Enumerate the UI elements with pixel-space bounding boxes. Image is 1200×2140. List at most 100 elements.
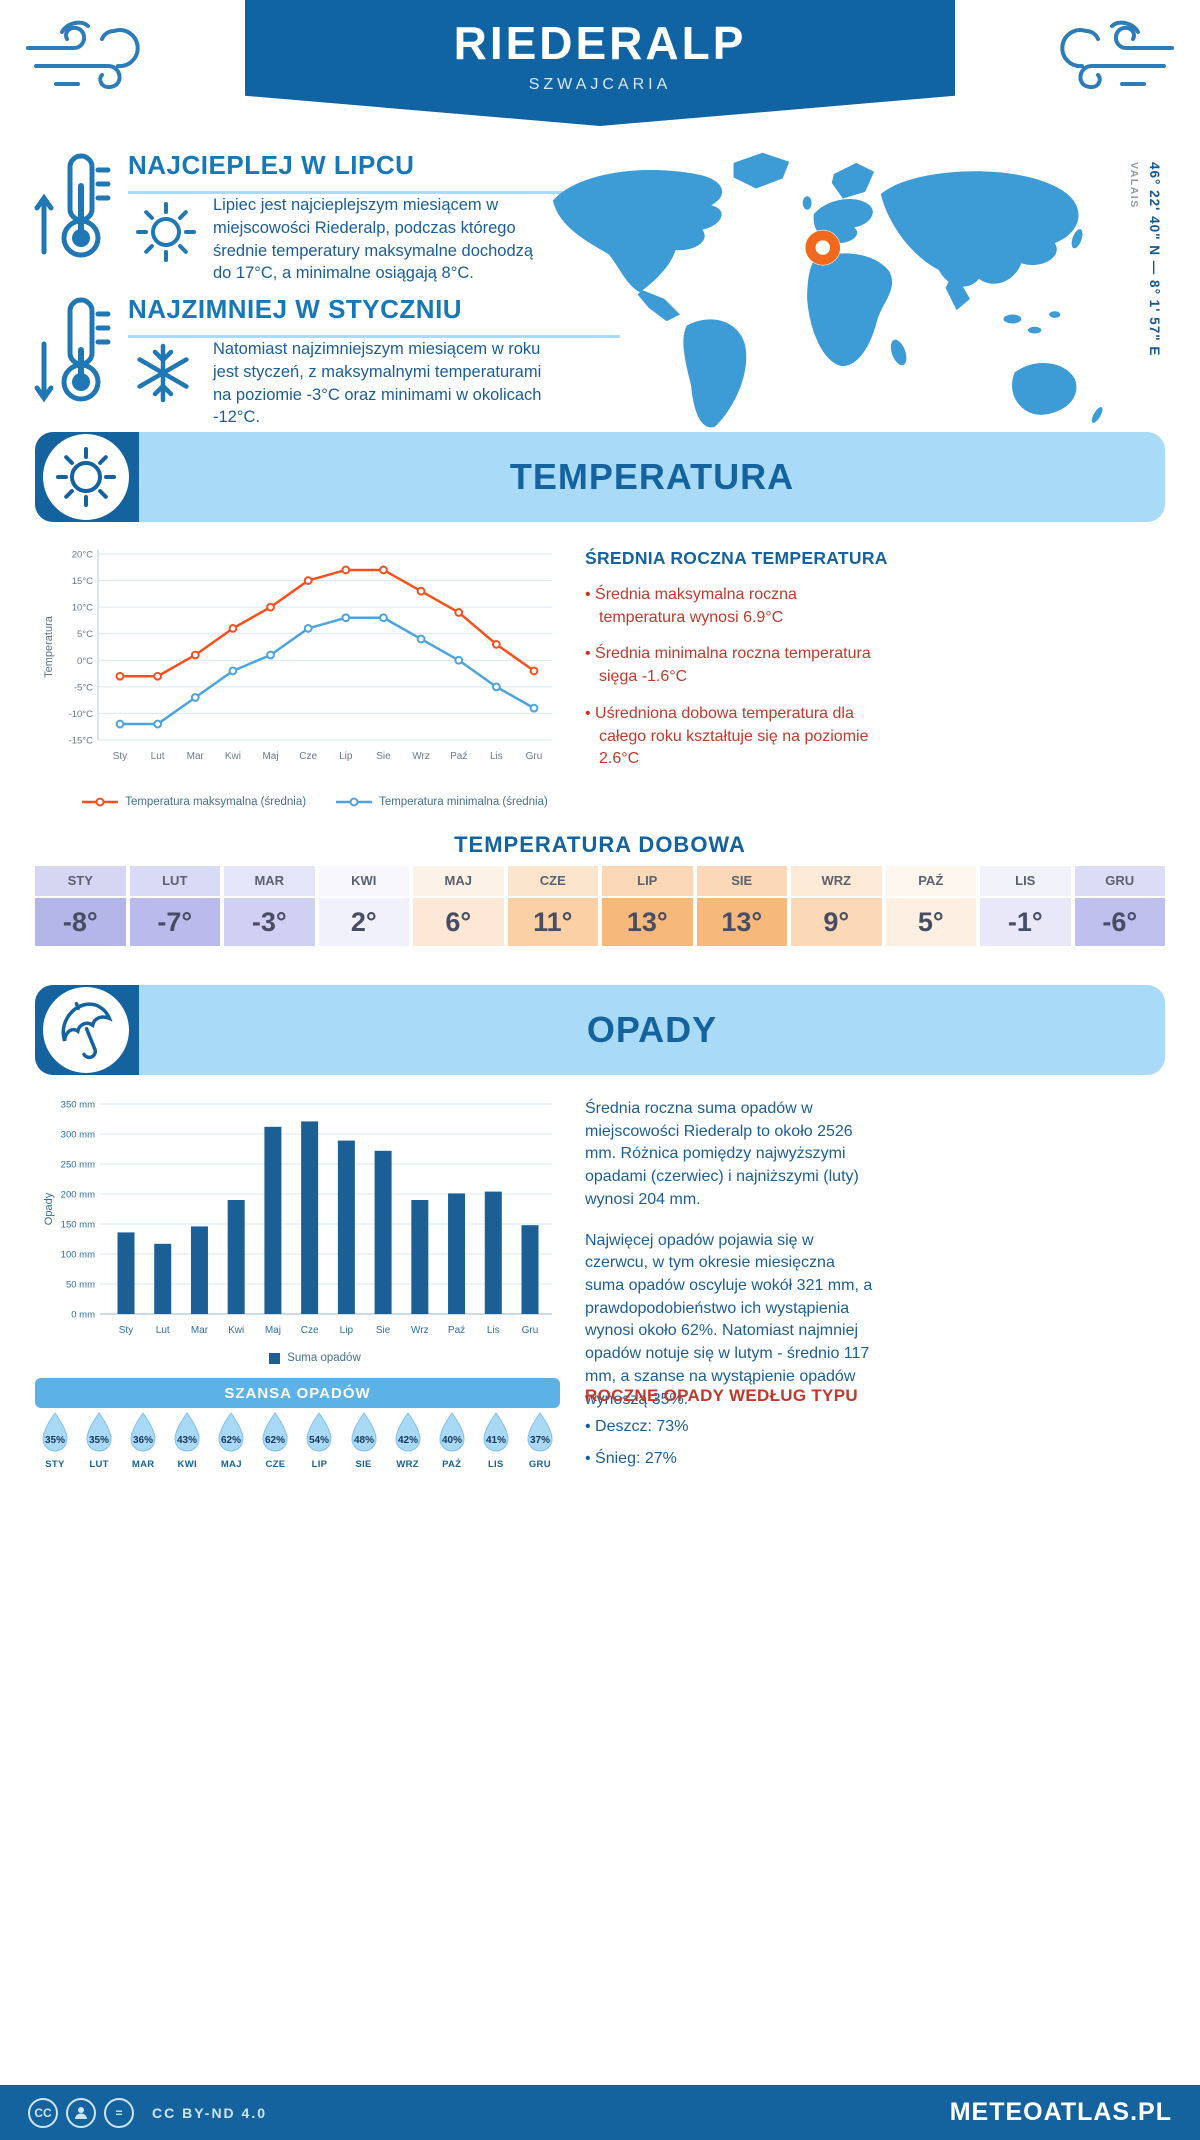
x-tick-label: Gru (526, 751, 543, 762)
x-tick-label: Lis (487, 1325, 500, 1336)
data-point (190, 650, 200, 660)
temperature-section-title: TEMPERATURA (509, 456, 795, 497)
droplet-icon: 41% (483, 1412, 509, 1452)
daily-temp-column: STY -8° (35, 866, 126, 946)
chance-droplet-cell: 35% STY (35, 1412, 75, 1470)
droplet-percent: 41% (486, 1435, 506, 1446)
y-tick-label: -10°C (69, 709, 94, 720)
data-point (115, 719, 125, 729)
legend-line-marker (336, 797, 373, 807)
footer: CC = CC BY-ND 4.0 METEOATLAS.PL (0, 2085, 1200, 2140)
droplet-month: WRZ (396, 1459, 419, 1470)
x-tick-label: Mar (187, 751, 205, 762)
temperature-chart-legend: Temperatura maksymalna (średnia) Temperat… (55, 796, 575, 808)
x-tick-label: Lut (151, 751, 165, 762)
daily-temp-value: 13° (696, 898, 787, 946)
y-tick-label: 100 mm (61, 1250, 95, 1261)
daily-temp-month: STY (35, 866, 126, 896)
chance-droplet-cell: 62% MAJ (211, 1412, 251, 1470)
series-line (120, 616, 535, 726)
droplet-icon: 42% (395, 1412, 421, 1452)
bullet-item: • Średnia maksymalna roczna temperatura … (585, 586, 797, 626)
data-point (416, 586, 426, 596)
daily-temp-value: -6° (1074, 898, 1165, 946)
data-point (266, 650, 275, 660)
bar (411, 1200, 429, 1314)
chance-droplet-cell: 54% LIP (299, 1412, 339, 1470)
droplet-percent: 40% (442, 1435, 462, 1446)
x-tick-label: Kwi (225, 751, 241, 762)
precipitation-types-bullets: • Deszcz: 73% • Śnieg: 27% (585, 1416, 885, 1479)
temperature-banner-icon-circle (43, 434, 129, 520)
bullet-item: • Uśredniona dobowa temperatura dla całe… (585, 704, 869, 768)
daily-temp-month: LIP (602, 866, 693, 896)
site-name: METEOATLAS.PL (949, 2098, 1172, 2126)
x-tick-label: Paź (450, 751, 467, 762)
x-tick-label: Sie (376, 1325, 391, 1336)
annual-temperature-bullets: • Średnia maksymalna roczna temperatura … (585, 584, 885, 785)
sun-icon (136, 202, 196, 262)
bullet-item: • Śnieg: 27% (585, 1449, 677, 1467)
daily-temp-month: SIE (696, 866, 787, 896)
daily-temp-column: MAJ 6° (413, 866, 504, 946)
x-tick-label: Lut (156, 1325, 170, 1336)
data-point (341, 565, 351, 575)
data-point (379, 613, 388, 623)
x-tick-label: Wrz (411, 1325, 429, 1336)
droplet-percent: 37% (530, 1435, 550, 1446)
data-point (454, 608, 464, 617)
x-tick-label: Paź (448, 1325, 465, 1336)
bar (154, 1243, 172, 1314)
chance-of-precipitation-header: SZANSA OPADÓW (35, 1378, 560, 1408)
license-label: CC BY-ND 4.0 (152, 2104, 268, 2121)
chance-droplet-cell: 36% MAR (123, 1412, 163, 1470)
daily-temp-month: LUT (129, 866, 220, 896)
daily-temp-month: PAŹ (885, 866, 976, 896)
precipitation-banner-icon-circle (43, 987, 129, 1073)
droplet-icon: 36% (130, 1412, 156, 1452)
chance-droplet-cell: 35% LUT (79, 1412, 119, 1470)
bar (337, 1140, 355, 1314)
y-tick-label: -5°C (74, 682, 93, 693)
data-point (153, 671, 163, 681)
bullet-item: • Średnia minimalna roczna temperatura s… (585, 645, 871, 686)
daily-temp-column: KWI 2° (318, 866, 409, 946)
data-point (190, 693, 200, 702)
title-banner: RIEDERALP SZWAJCARIA (245, 0, 955, 126)
daily-temp-value: -1° (980, 898, 1071, 946)
droplet-percent: 36% (133, 1435, 153, 1446)
daily-temp-month: MAJ (413, 866, 504, 896)
warm-section-text: Lipiec jest najcieplejszym miesiącem w m… (213, 196, 534, 283)
sun-icon (56, 447, 116, 507)
bar (374, 1150, 392, 1314)
chance-droplet-cell: 40% PAŹ (432, 1412, 472, 1470)
snowflake-icon (137, 343, 189, 403)
droplet-month: LIP (311, 1459, 328, 1470)
cc-license-icons: CC = (28, 2097, 142, 2128)
droplet-month: GRU (528, 1459, 551, 1470)
droplet-percent: 48% (354, 1435, 374, 1446)
data-point (529, 666, 539, 676)
droplet-icon: 35% (86, 1412, 112, 1452)
droplet-icon: 62% (262, 1412, 288, 1452)
chance-of-precipitation-row: 35% STY 35% LUT 36% MAR 43% KWI 62% MAJ 62% CZE 54% L… (35, 1412, 560, 1470)
x-tick-label: Cze (299, 751, 317, 762)
y-tick-label: 300 mm (61, 1130, 95, 1141)
y-axis-title: Opady (43, 1192, 55, 1225)
droplet-month: LUT (89, 1459, 109, 1470)
legend-line-marker (82, 797, 119, 807)
cc-icon: CC (28, 2097, 58, 2128)
x-tick-label: Sty (113, 751, 127, 762)
daily-temp-value: 11° (507, 898, 598, 946)
droplet-icon: 37% (527, 1412, 553, 1452)
data-point (228, 624, 238, 633)
chance-droplet-cell: 42% WRZ (388, 1412, 428, 1470)
region-label: VALAIS (1128, 162, 1140, 209)
x-tick-label: Lis (490, 751, 503, 762)
daily-temp-column: SIE 13° (696, 866, 787, 946)
data-point (416, 634, 426, 644)
daily-temp-value: -3° (224, 898, 315, 946)
data-point (115, 671, 125, 681)
x-tick-label: Cze (301, 1325, 319, 1336)
